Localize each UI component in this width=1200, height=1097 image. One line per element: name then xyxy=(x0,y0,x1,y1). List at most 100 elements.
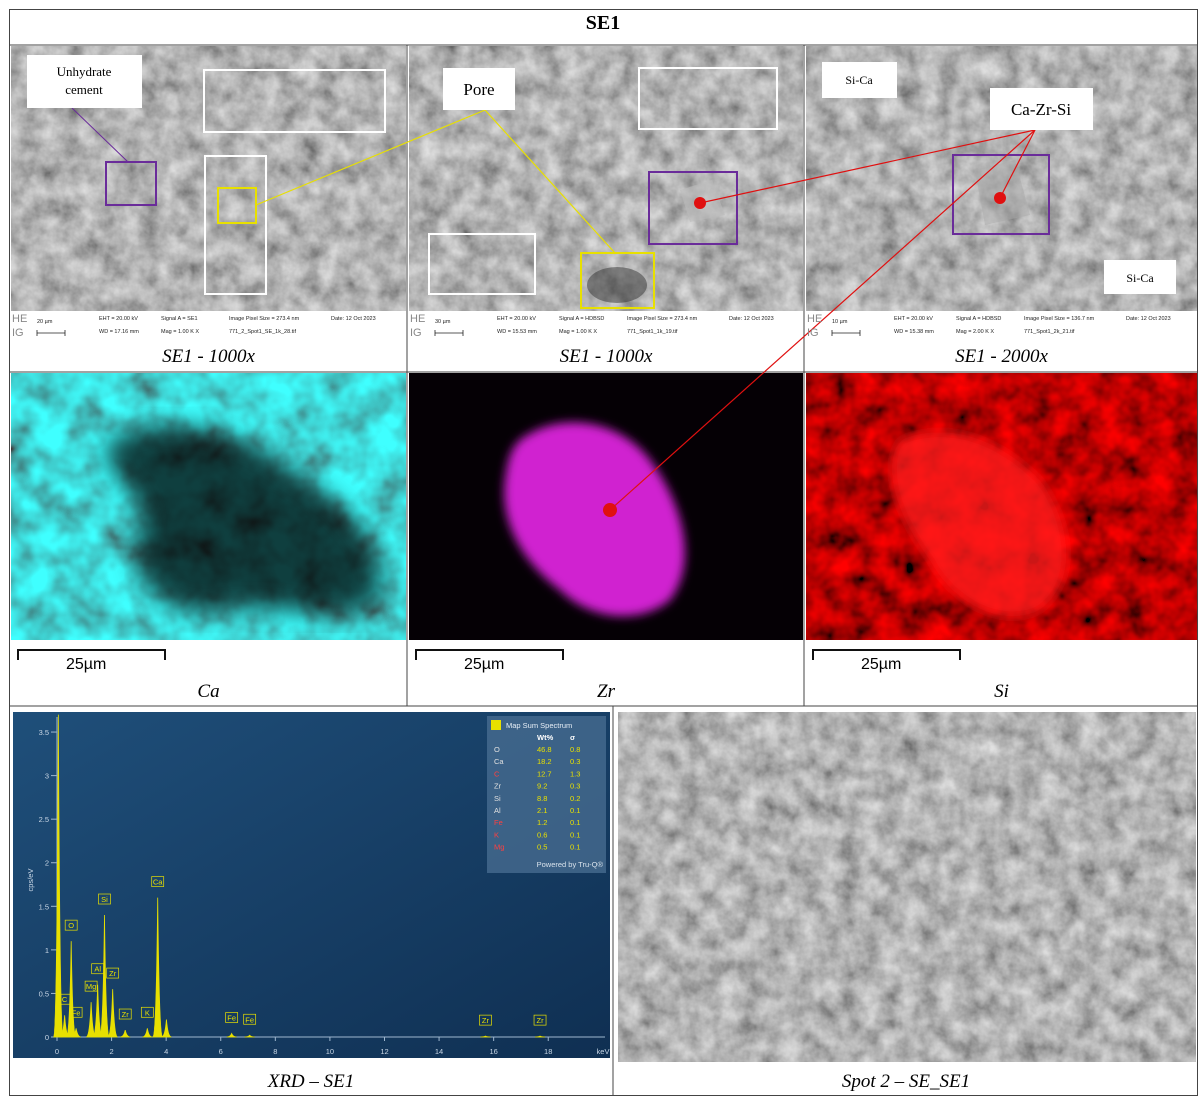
annotation: cement xyxy=(65,82,103,97)
info-text: Signal A = HDBSD xyxy=(559,316,604,322)
x-tick-label: 8 xyxy=(273,1047,277,1056)
peak-label: Zr xyxy=(109,969,117,978)
wt-value: 1.2 xyxy=(537,818,547,827)
info-text: 771_Spot1_1k_19.tif xyxy=(627,329,678,335)
x-tick-label: 6 xyxy=(219,1047,223,1056)
annotation: Ca-Zr-Si xyxy=(1011,100,1071,119)
y-tick-label: 1.5 xyxy=(39,902,49,911)
spot-marker xyxy=(603,503,617,517)
map-label: Ca xyxy=(197,681,219,702)
info-text: WD = 15.38 mm xyxy=(894,329,934,335)
wt-value: 12.7 xyxy=(537,769,552,778)
info-text: Date: 12 Oct 2023 xyxy=(1126,316,1171,322)
spot-marker xyxy=(694,197,706,209)
sigma-value: 0.1 xyxy=(570,830,580,839)
annotation: Si-Ca xyxy=(1126,271,1154,285)
spot-marker xyxy=(994,192,1006,204)
y-tick-label: 2 xyxy=(45,859,49,868)
info-text: Date: 12 Oct 2023 xyxy=(331,316,376,322)
info-text: Mag = 1.00 K X xyxy=(161,329,199,335)
sigma-value: 0.3 xyxy=(570,757,580,766)
peak-label: Fe xyxy=(72,1008,81,1017)
figure: SE1 02468101214161800.511.522.533.5cps/e… xyxy=(0,0,1200,1097)
logo: IG xyxy=(410,327,422,339)
y-tick-label: 2.5 xyxy=(39,815,49,824)
y-tick-label: 0.5 xyxy=(39,989,49,998)
element: O xyxy=(494,745,500,754)
info-text: EHT = 20.00 kV xyxy=(894,316,933,322)
peak-label: Ca xyxy=(153,878,163,887)
map-label: Zr xyxy=(597,681,616,702)
info-text: EHT = 20.00 kV xyxy=(99,316,138,322)
y-tick-label: 3.5 xyxy=(39,728,49,737)
element: Si xyxy=(494,794,501,803)
info-text: Date: 12 Oct 2023 xyxy=(729,316,774,322)
element: Mg xyxy=(494,843,504,852)
wt-value: 0.6 xyxy=(537,830,547,839)
legend-header: Wt% xyxy=(537,733,554,742)
x-tick-label: 18 xyxy=(544,1047,552,1056)
map-label: Si xyxy=(994,681,1009,702)
element: K xyxy=(494,830,499,839)
x-unit: keV xyxy=(597,1047,610,1056)
wt-value: 9.2 xyxy=(537,782,547,791)
peak-label: Zr xyxy=(536,1016,544,1025)
scale-label: 25µm xyxy=(66,656,106,673)
annotation: Pore xyxy=(463,80,494,99)
x-tick-label: 4 xyxy=(164,1047,168,1056)
peak-label: Si xyxy=(101,895,108,904)
scale-label: 30 µm xyxy=(435,319,451,325)
peak-label: Fe xyxy=(227,1014,236,1023)
logo: HE xyxy=(807,313,822,325)
spot-image xyxy=(618,712,1196,1062)
peak-label: Zr xyxy=(482,1016,490,1025)
element: Zr xyxy=(494,782,502,791)
wt-value: 46.8 xyxy=(537,745,552,754)
figure-title: SE1 xyxy=(586,12,620,34)
legend-title: Map Sum Spectrum xyxy=(506,721,572,730)
sigma-value: 1.3 xyxy=(570,769,580,778)
legend-footer: Powered by Tru-Q® xyxy=(537,860,604,869)
panel-caption: XRD – SE1 xyxy=(267,1071,355,1092)
pore-shadow xyxy=(587,267,647,303)
peak-label: C xyxy=(62,995,68,1004)
info-text: Image Pixel Size = 273.4 nm xyxy=(229,316,300,322)
x-tick-label: 14 xyxy=(435,1047,443,1056)
panel-caption: Spot 2 – SE_SE1 xyxy=(842,1071,970,1092)
sigma-value: 0.1 xyxy=(570,818,580,827)
sigma-value: 0.1 xyxy=(570,806,580,815)
legend-header: σ xyxy=(570,733,575,742)
logo: HE xyxy=(12,313,27,325)
x-tick-label: 2 xyxy=(109,1047,113,1056)
sigma-value: 0.3 xyxy=(570,782,580,791)
info-text: WD = 15.53 mm xyxy=(497,329,537,335)
y-tick-label: 0 xyxy=(45,1033,49,1042)
y-axis-label: cps/eV xyxy=(26,869,35,892)
y-tick-label: 3 xyxy=(45,772,49,781)
sigma-value: 0.2 xyxy=(570,794,580,803)
scale-label: 25µm xyxy=(861,656,901,673)
info-text: Mag = 1.00 K X xyxy=(559,329,597,335)
x-tick-label: 12 xyxy=(380,1047,388,1056)
sigma-value: 0.1 xyxy=(570,843,580,852)
logo: HE xyxy=(410,313,425,325)
element: C xyxy=(494,769,500,778)
logo: IG xyxy=(807,327,819,339)
info-text: Signal A = SE1 xyxy=(161,316,198,322)
element: Ca xyxy=(494,757,504,766)
info-text: 771_Spot1_2k_21.tif xyxy=(1024,329,1075,335)
x-tick-label: 16 xyxy=(489,1047,497,1056)
peak-label: Zr xyxy=(122,1010,130,1019)
scale-label: 10 µm xyxy=(832,319,848,325)
panel-caption: SE1 - 1000x xyxy=(162,346,255,367)
scale-label: 25µm xyxy=(464,656,504,673)
info-text: Image Pixel Size = 136.7 nm xyxy=(1024,316,1095,322)
info-text: 771_2_Spot1_SE_1k_28.tif xyxy=(229,329,296,335)
sigma-value: 0.8 xyxy=(570,745,580,754)
info-text: WD = 17.16 mm xyxy=(99,329,139,335)
x-tick-label: 0 xyxy=(55,1047,59,1056)
info-text: Mag = 2.00 K X xyxy=(956,329,994,335)
info-text: Image Pixel Size = 273.4 nm xyxy=(627,316,698,322)
wt-value: 8.8 xyxy=(537,794,547,803)
annotation: Si-Ca xyxy=(845,73,873,87)
